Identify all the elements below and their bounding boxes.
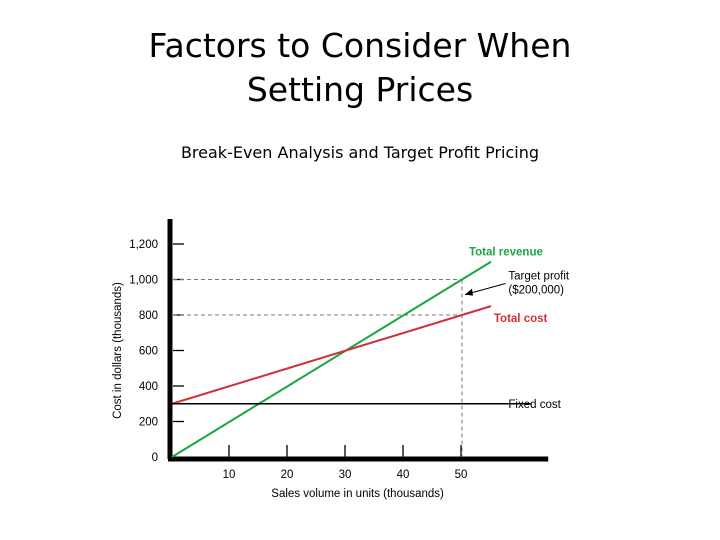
target-profit-label: Target profit <box>508 271 570 283</box>
y-axis-label: Cost in dollars (thousands) <box>112 282 124 419</box>
slide-subtitle: Break-Even Analysis and Target Profit Pr… <box>180 143 540 162</box>
y-tick-label: 0 <box>152 452 158 464</box>
x-tick-label: 10 <box>223 469 236 481</box>
y-tick-label: 400 <box>139 381 158 393</box>
x-axis-label: Sales volume in units (thousands) <box>271 488 444 500</box>
y-tick-label: 1,000 <box>129 275 158 287</box>
y-tick-label: 800 <box>139 310 158 322</box>
x-tick-label: 20 <box>281 469 294 481</box>
slide-title-line-1: Factors to Consider When <box>148 26 572 65</box>
slide-title: Factors to Consider When Setting Prices <box>60 24 660 112</box>
total-revenue-label: Total revenue <box>469 247 543 259</box>
x-tick-label: 50 <box>455 469 468 481</box>
y-tick-label: 600 <box>139 346 158 358</box>
target-profit-arrowhead <box>465 288 473 296</box>
x-tick-label: 30 <box>339 469 352 481</box>
total-cost-label: Total cost <box>494 313 548 325</box>
slide-title-line-2: Setting Prices <box>246 70 474 109</box>
y-tick-label: 200 <box>139 417 158 429</box>
cost-line <box>171 305 492 405</box>
fixed-cost-label: Fixed cost <box>508 399 561 411</box>
target-profit-amount: ($200,000) <box>508 285 564 297</box>
x-tick-label: 40 <box>397 469 410 481</box>
y-tick-label: 1,200 <box>129 239 158 251</box>
revenue-line <box>171 260 492 458</box>
